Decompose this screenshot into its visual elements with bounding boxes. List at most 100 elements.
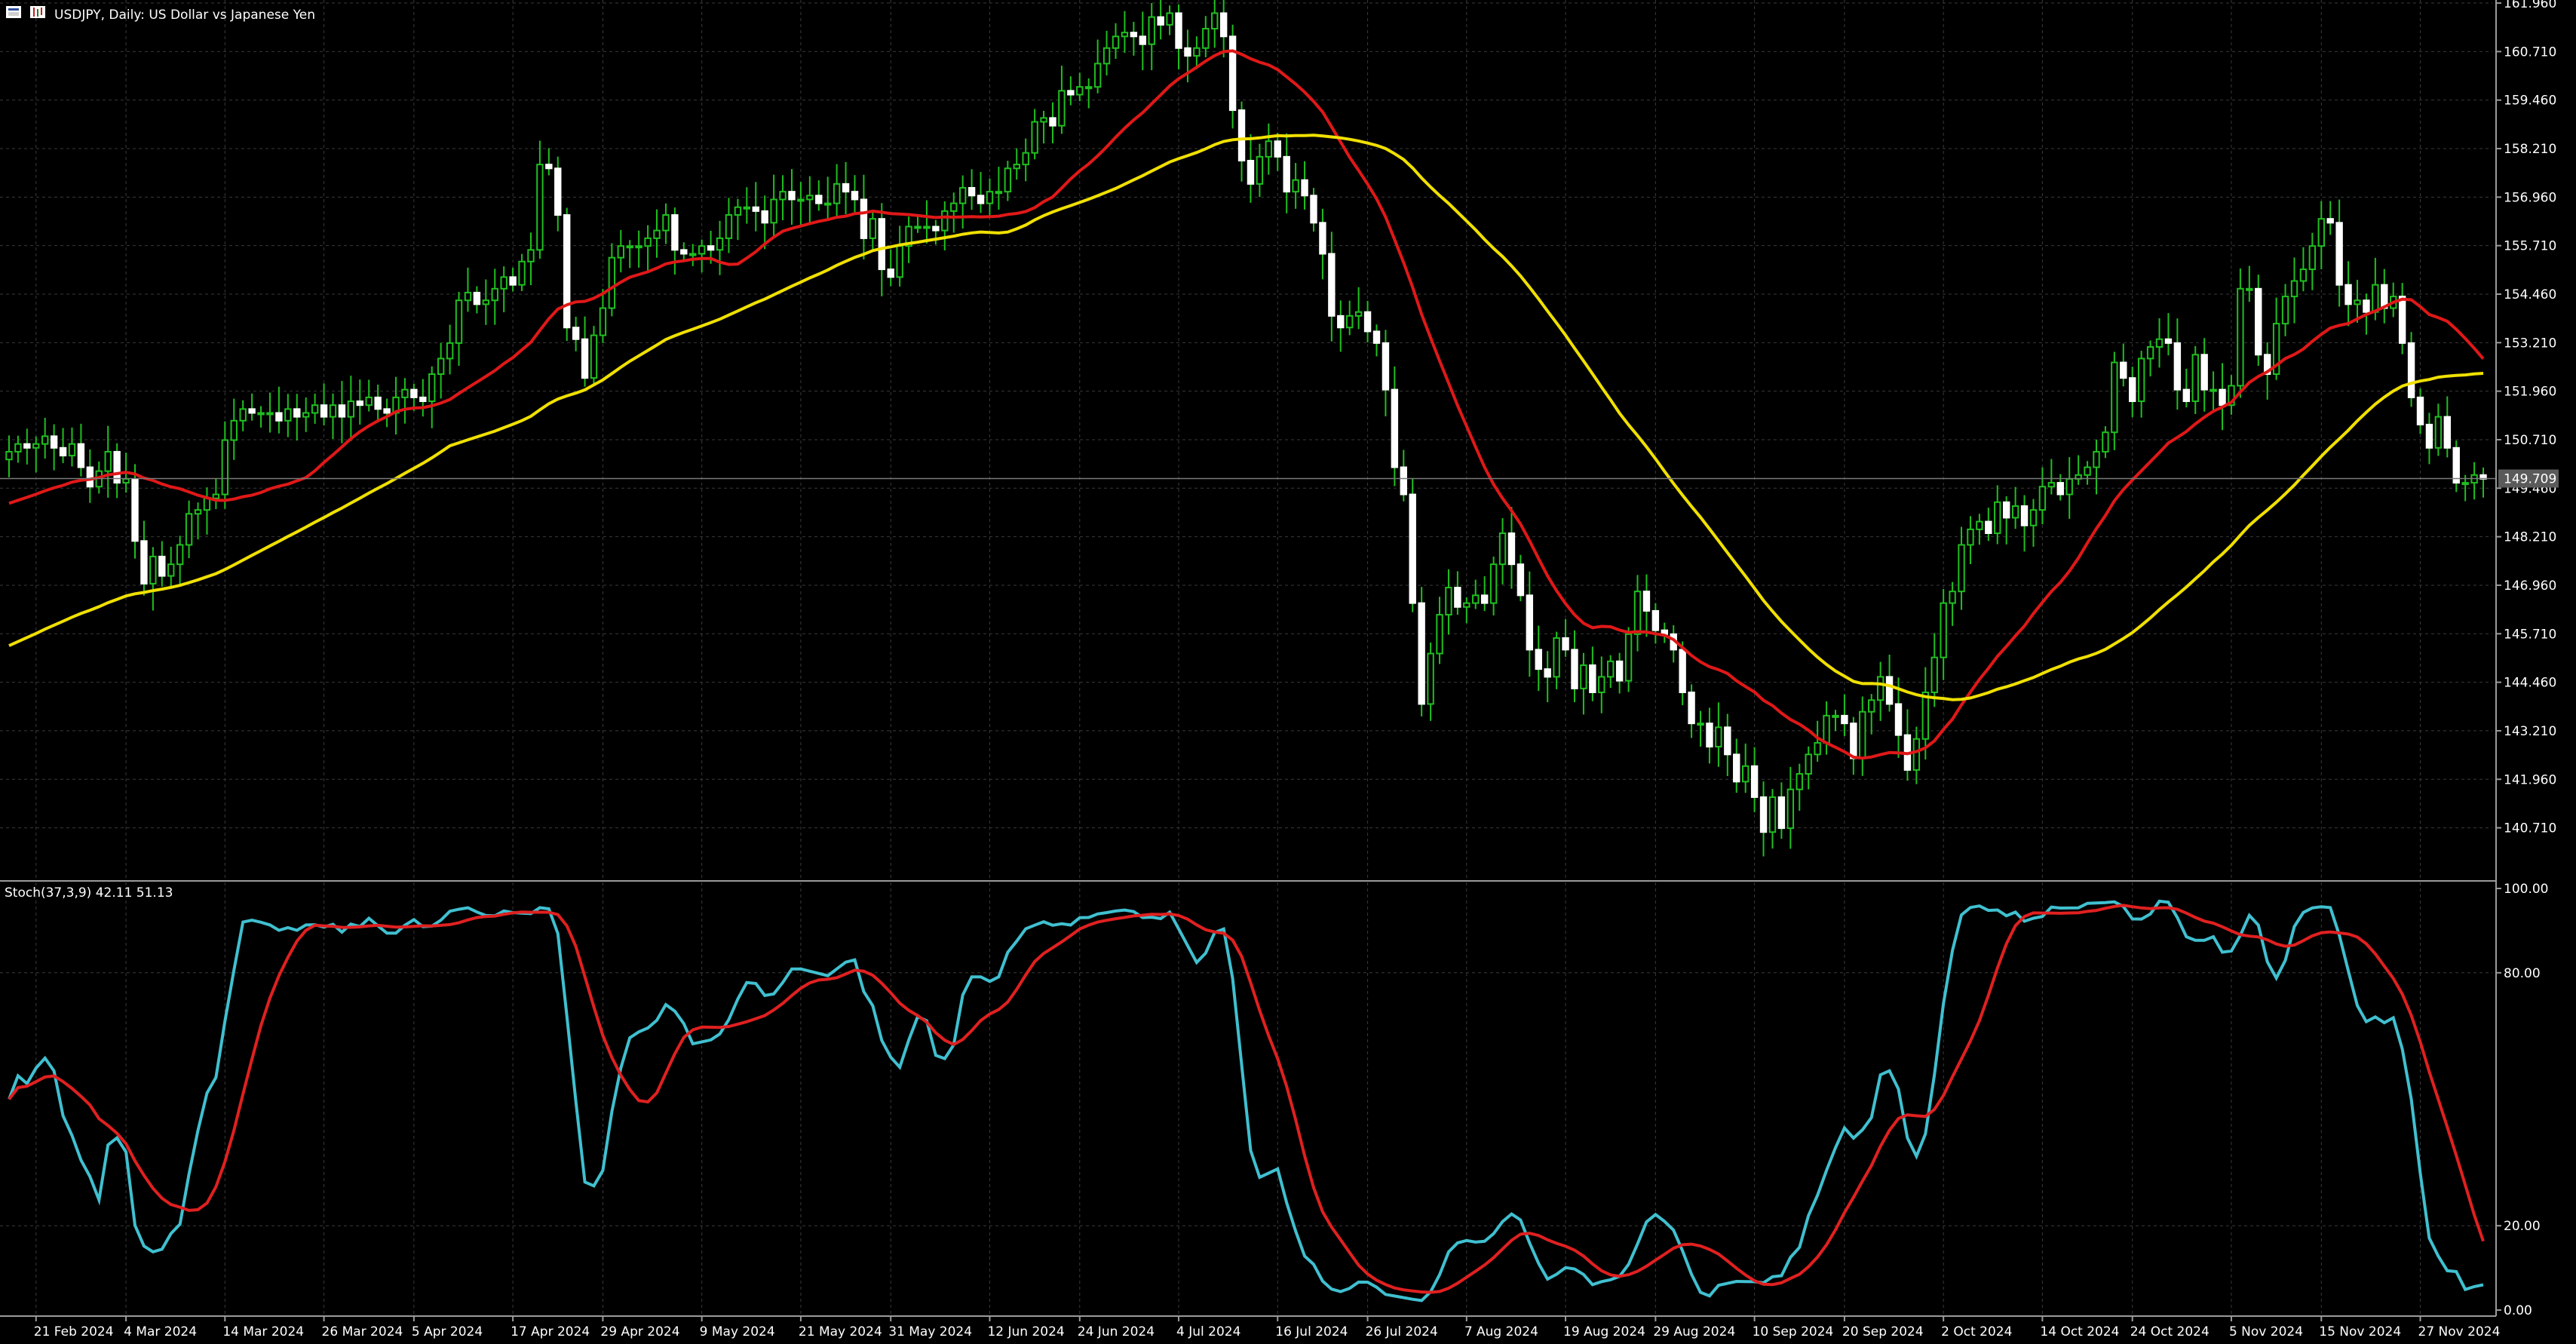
candle-bear <box>842 183 850 193</box>
candle-bull <box>1912 738 1921 771</box>
candle-bear <box>2452 446 2460 484</box>
candle-bull <box>2111 361 2118 434</box>
candle-bull <box>1921 691 1930 740</box>
candle-bull <box>2272 323 2280 376</box>
candle-bull <box>1553 637 1560 678</box>
candle-bear <box>1688 691 1695 725</box>
window-icon-shape <box>6 6 21 18</box>
candle-bull <box>743 206 751 210</box>
candle-bear <box>410 388 418 398</box>
candle-bull <box>1292 179 1299 193</box>
price-tick-label: 148.210 <box>2504 530 2556 545</box>
date-tick-label: 24 Oct 2024 <box>2130 1324 2210 1339</box>
candle-bear <box>383 408 391 414</box>
candle-bear <box>2255 287 2262 356</box>
candle-bear <box>680 249 688 255</box>
candle-bull <box>1859 710 1866 759</box>
candle-bull <box>2011 505 2019 519</box>
candle-bull <box>1004 167 1012 193</box>
candle-bull <box>599 307 607 336</box>
candle-bull <box>734 206 742 216</box>
candle-bear <box>2182 388 2191 403</box>
date-tick-label: 31 May 2024 <box>888 1324 972 1339</box>
candle-bear <box>2344 284 2352 305</box>
candle-bull <box>995 191 1003 195</box>
candle-bear <box>293 408 301 418</box>
candle-bull <box>2237 287 2244 387</box>
candle-bear <box>563 214 571 329</box>
candle-bull <box>536 164 544 251</box>
candle-bear <box>1274 140 1281 158</box>
date-tick-label: 15 Nov 2024 <box>2319 1324 2401 1339</box>
candle-bear <box>887 268 894 278</box>
candle-bear <box>77 443 85 468</box>
candle-bull <box>194 509 202 515</box>
candle-bear <box>1175 12 1182 49</box>
candle-bear <box>815 195 823 204</box>
price-tick-label: 145.710 <box>2504 627 2556 642</box>
candle-bull <box>500 276 508 290</box>
candle-bull <box>41 435 49 445</box>
candle-bull <box>1256 155 1264 185</box>
candle-bull <box>1058 90 1066 127</box>
oscillator-title: Stoch(37,3,9) 42.11 51.13 <box>5 885 173 901</box>
candle-bear <box>932 226 940 232</box>
candle-bull <box>365 396 373 407</box>
candle-bull <box>1768 796 1777 833</box>
candle-bear <box>1777 796 1786 830</box>
date-tick-label: 14 Oct 2024 <box>2040 1324 2119 1339</box>
candle-bull <box>653 229 661 239</box>
candle-bull <box>1786 788 1795 830</box>
candle-bull <box>644 237 652 247</box>
date-tick-label: 20 Sep 2024 <box>1842 1324 1924 1339</box>
candle-bear <box>1372 330 1381 344</box>
symbol-title: USDJPY, Daily: US Dollar vs Japanese Yen <box>54 8 315 23</box>
candle-bull <box>770 198 777 224</box>
candle-bear <box>1157 16 1164 26</box>
candle-bull <box>221 439 229 496</box>
candle-bear <box>1480 594 1489 604</box>
candle-bull <box>2038 486 2047 511</box>
date-tick-label: 9 May 2024 <box>700 1324 775 1339</box>
candle-bull <box>1949 591 1956 604</box>
price-tick-label: 159.460 <box>2504 94 2556 109</box>
candle-bull <box>2317 218 2325 247</box>
candle-bull <box>104 450 112 472</box>
candle-bull <box>2434 416 2443 449</box>
date-tick-label: 10 Sep 2024 <box>1753 1324 1834 1339</box>
price-tick-label: 154.460 <box>2504 287 2556 302</box>
candle-bull <box>1489 563 1498 604</box>
candle-bull <box>401 388 409 398</box>
date-tick-label: 16 Jul 2024 <box>1275 1324 1348 1339</box>
current-price-label: 149.709 <box>2504 471 2556 486</box>
candle-bull <box>1148 16 1155 45</box>
price-tick-label: 141.960 <box>2504 772 2556 787</box>
candle-bull <box>1876 676 1884 701</box>
candle-bear <box>1985 520 1992 535</box>
candle-bear <box>1589 664 1596 693</box>
candle-bear <box>1454 587 1461 608</box>
candle-bull <box>590 334 598 379</box>
candle-bear <box>320 404 328 418</box>
candle-bull <box>1354 311 1363 317</box>
candle-bear <box>2164 338 2173 344</box>
candle-bull <box>1967 528 1974 546</box>
candle-bull <box>1633 591 1642 635</box>
candle-bear <box>968 187 976 197</box>
candle-bull <box>1121 32 1129 38</box>
candle-bear <box>1733 753 1740 783</box>
candle-bear <box>1562 637 1569 651</box>
candle-bull <box>986 191 994 204</box>
candle-bull <box>1013 164 1020 170</box>
candle-bear <box>2056 482 2064 496</box>
candle-bear <box>356 400 363 407</box>
candle-bear <box>707 245 715 251</box>
candle-bull <box>617 245 624 259</box>
candle-bull <box>1796 773 1803 790</box>
candle-bear <box>1337 315 1345 329</box>
candle-bull <box>1085 86 1093 90</box>
candle-bear <box>1750 765 1759 798</box>
candle-bull <box>230 419 238 441</box>
candle-bull <box>698 245 706 255</box>
